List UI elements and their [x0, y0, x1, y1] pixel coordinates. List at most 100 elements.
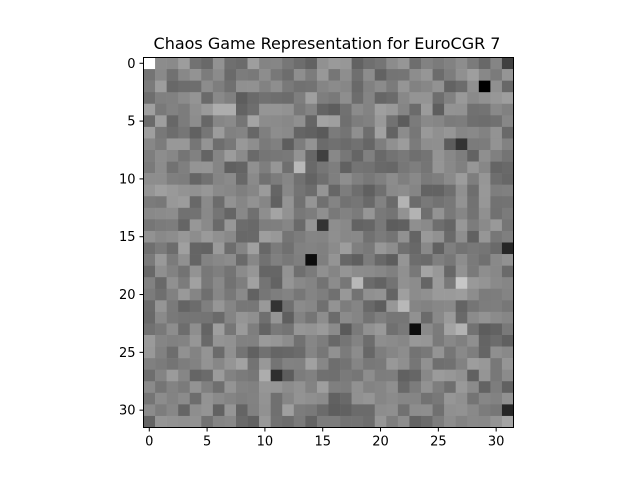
heatmap-cell: [270, 392, 283, 405]
heatmap-cell: [282, 335, 295, 347]
heatmap-cell: [478, 115, 491, 128]
heatmap-cell: [340, 230, 352, 243]
heatmap-cell: [282, 173, 295, 185]
heatmap-cell: [421, 300, 433, 313]
heatmap-cell: [212, 57, 225, 70]
heatmap-cell: [270, 57, 283, 70]
heatmap-cell: [374, 392, 387, 405]
heatmap-cell: [305, 161, 318, 174]
heatmap-cell: [270, 277, 283, 290]
heatmap-cell: [305, 219, 318, 232]
heatmap-cell: [397, 277, 410, 290]
heatmap-cell: [432, 346, 445, 359]
heatmap-cell: [224, 207, 237, 220]
heatmap-cell: [478, 57, 491, 70]
heatmap-cell: [212, 369, 225, 382]
heatmap-cell: [501, 346, 514, 359]
heatmap-cell: [224, 254, 237, 266]
heatmap-cell: [224, 69, 237, 81]
heatmap-cell: [501, 126, 514, 139]
heatmap-cell: [259, 69, 271, 81]
heatmap-cell: [490, 103, 503, 116]
heatmap-cell: [340, 115, 352, 128]
heatmap-cell: [374, 404, 387, 417]
heatmap-cell: [432, 323, 445, 336]
heatmap-cell: [270, 265, 283, 278]
heatmap-cell: [478, 242, 491, 255]
heatmap-cell: [247, 230, 260, 243]
heatmap-cell: [259, 392, 271, 405]
heatmap-cell: [328, 277, 341, 290]
heatmap-cell: [409, 92, 422, 105]
heatmap-cell: [467, 92, 480, 105]
heatmap-cell: [212, 207, 225, 220]
heatmap-cell: [143, 254, 156, 266]
heatmap-cell: [374, 103, 387, 116]
heatmap-cell: [386, 358, 399, 370]
heatmap-cell: [224, 161, 237, 174]
heatmap-cell: [351, 311, 364, 324]
heatmap-cell: [155, 184, 167, 197]
heatmap-cell: [166, 335, 179, 347]
heatmap-cell: [386, 404, 399, 417]
heatmap-cell: [444, 242, 456, 255]
heatmap-cell: [282, 207, 295, 220]
heatmap-cell: [189, 126, 202, 139]
heatmap-cell: [316, 392, 329, 405]
heatmap-cell: [282, 254, 295, 266]
heatmap-cell: [212, 392, 225, 405]
heatmap-cell: [363, 346, 376, 359]
heatmap-cell: [166, 57, 179, 70]
heatmap-cell: [166, 219, 179, 232]
heatmap-cell: [444, 138, 456, 151]
heatmap-cell: [270, 415, 283, 428]
heatmap-cell: [467, 358, 480, 370]
heatmap-cell: [282, 69, 295, 81]
heatmap-cell: [421, 230, 433, 243]
heatmap-cell: [444, 80, 456, 93]
heatmap-cell: [363, 358, 376, 370]
heatmap-cell: [236, 288, 248, 301]
heatmap-cell: [270, 161, 283, 174]
heatmap-cell: [259, 404, 271, 417]
heatmap-cell: [467, 242, 480, 255]
heatmap-cell: [189, 150, 202, 162]
heatmap-cell: [409, 161, 422, 174]
heatmap-cell: [351, 404, 364, 417]
heatmap-cell: [432, 415, 445, 428]
heatmap-cell: [293, 173, 306, 185]
heatmap-cell: [386, 335, 399, 347]
heatmap-cell: [409, 138, 422, 151]
heatmap-cell: [236, 358, 248, 370]
heatmap-cell: [340, 138, 352, 151]
heatmap-cell: [224, 300, 237, 313]
heatmap-cell: [363, 115, 376, 128]
heatmap-cell: [455, 115, 468, 128]
heatmap-cell: [374, 80, 387, 93]
heatmap-cell: [247, 404, 260, 417]
heatmap-cell: [247, 335, 260, 347]
heatmap-cell: [490, 196, 503, 209]
heatmap-cell: [236, 57, 248, 70]
heatmap-cell: [282, 150, 295, 162]
heatmap-cell: [328, 242, 341, 255]
heatmap-cell: [270, 288, 283, 301]
heatmap-cell: [305, 335, 318, 347]
heatmap-cell: [293, 196, 306, 209]
heatmap-cell: [340, 92, 352, 105]
heatmap-cell: [386, 69, 399, 81]
heatmap-cell: [374, 92, 387, 105]
heatmap-cell: [201, 115, 214, 128]
heatmap-cell: [166, 150, 179, 162]
heatmap-cell: [316, 323, 329, 336]
heatmap-cell: [143, 311, 156, 324]
heatmap-cell: [259, 381, 271, 394]
heatmap-cell: [444, 115, 456, 128]
heatmap-cell: [212, 150, 225, 162]
heatmap-cell: [340, 103, 352, 116]
heatmap-cell: [328, 381, 341, 394]
heatmap-cell: [270, 150, 283, 162]
heatmap-cell: [270, 207, 283, 220]
heatmap-cell: [236, 404, 248, 417]
heatmap-cell: [259, 346, 271, 359]
